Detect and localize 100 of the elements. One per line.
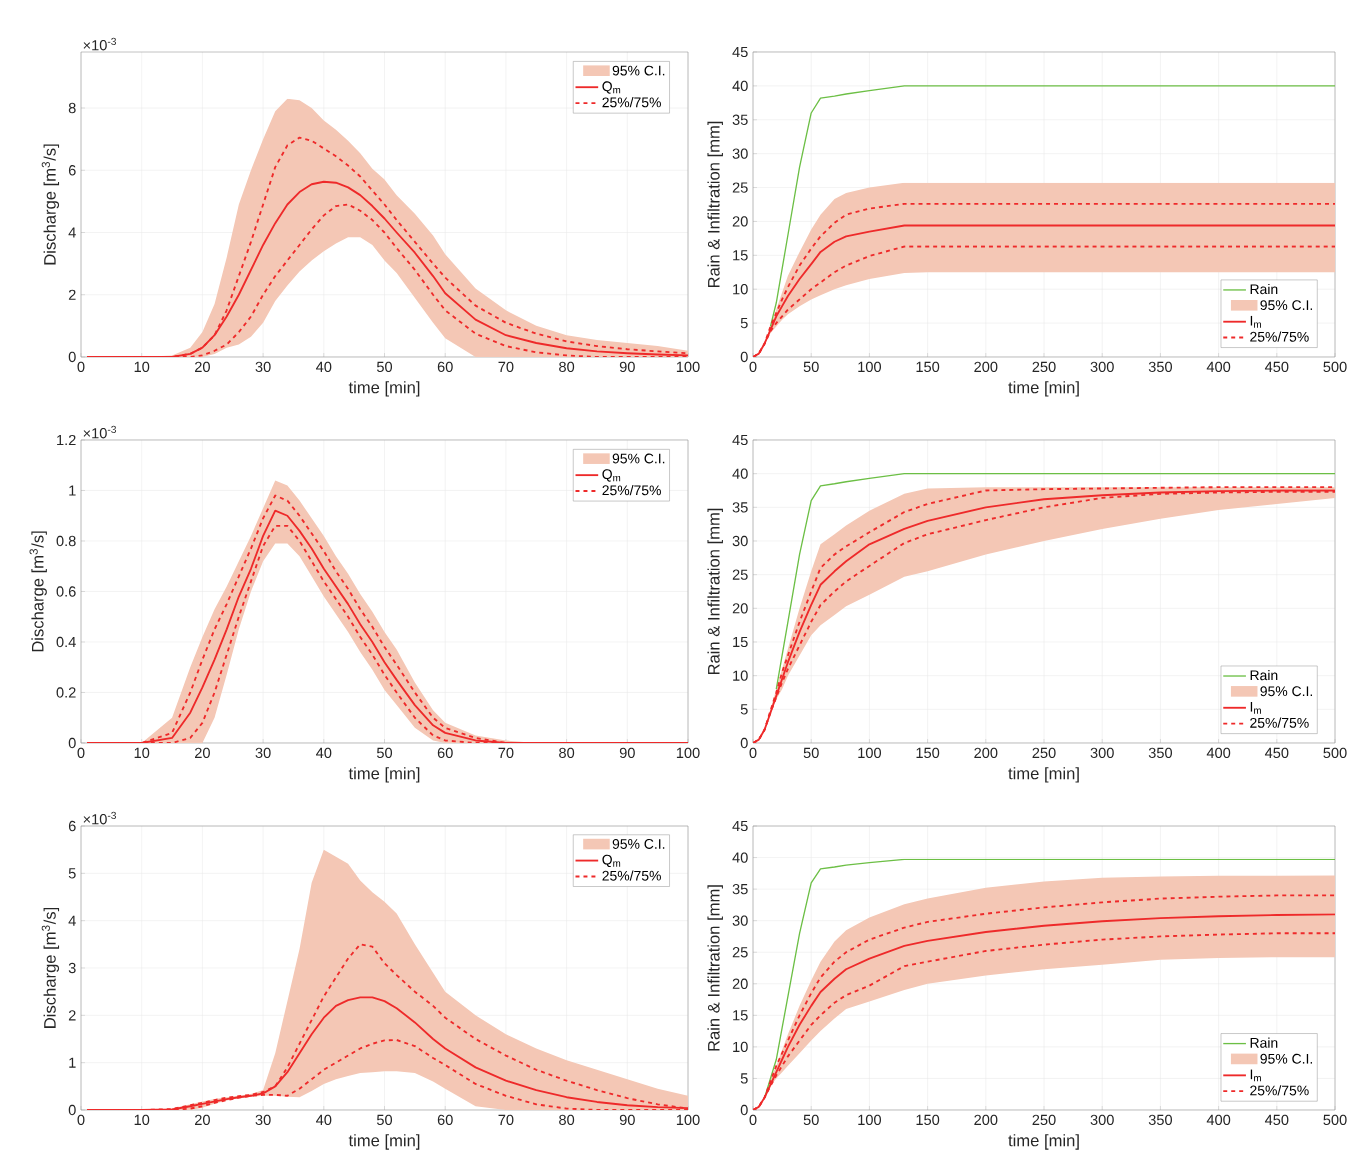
x-tick-label: 0 (749, 1114, 757, 1126)
y-tick-label: 4 (68, 227, 76, 238)
y-axis-title: Rain & Infiltration [mm] (707, 121, 723, 288)
y-tick-label: 6 (68, 820, 76, 832)
x-tick-label: 350 (1148, 747, 1173, 759)
y-tick-label: 40 (732, 852, 748, 863)
x-tick-label: 0 (77, 361, 85, 373)
x-tick-label: 50 (376, 1114, 393, 1126)
x-tick-label: 60 (437, 361, 453, 373)
y-tick-label: 1 (69, 485, 76, 496)
x-axis-title: time [min] (1008, 767, 1079, 783)
y-tick-label: 2 (68, 1010, 76, 1021)
x-tick-label: 350 (1148, 361, 1173, 373)
x-tick-label: 50 (803, 1114, 819, 1126)
legend-label: 25%/75% (1250, 331, 1309, 342)
x-tick-label: 200 (974, 361, 998, 373)
legend-label: Q$_{m}$ (602, 469, 621, 482)
x-tick-label: 70 (498, 361, 514, 373)
x-tick-label: 20 (195, 361, 210, 373)
y-tick-label: 0 (740, 351, 748, 363)
legend-label: 25%/75% (602, 97, 661, 108)
x-axis-title: time [min] (348, 1134, 420, 1150)
y-tick-label: 20 (732, 978, 748, 989)
y-tick-label: 1 (69, 1057, 76, 1068)
x-tick-label: 500 (1323, 1114, 1347, 1126)
x-tick-label: 250 (1032, 747, 1056, 759)
y-tick-label: 0.6 (56, 586, 76, 597)
x-tick-label: 50 (803, 361, 819, 373)
y-tick-label: 45 (732, 46, 748, 58)
y-tick-label: 25 (732, 947, 748, 958)
y-tick-label: 35 (732, 883, 748, 895)
y-tick-label: 40 (732, 468, 748, 479)
y-tick-label: 10 (733, 1041, 748, 1053)
x-tick-label: 100 (858, 1114, 882, 1126)
x-tick-label: 400 (1206, 361, 1231, 373)
x-tick-label: 450 (1264, 361, 1289, 373)
x-tick-label: 250 (1032, 1114, 1056, 1126)
text: ×10$^{-3}$ (83, 37, 117, 51)
y-tick-label: 0.4 (56, 636, 76, 648)
x-tick-label: 20 (195, 747, 210, 759)
y-tick-label: 15 (733, 250, 748, 261)
x-tick-label: 100 (858, 361, 882, 373)
x-tick-label: 400 (1206, 747, 1231, 759)
annotation: 95% C.I. (612, 453, 665, 464)
x-axis-title: time [min] (348, 767, 420, 783)
annotation: 95% C.I. (612, 65, 665, 76)
y-tick-label: 35 (732, 114, 748, 125)
legend-label: 25%/75% (602, 484, 661, 496)
legend-label: Rain (1250, 1037, 1278, 1048)
y-tick-label: 10 (733, 284, 748, 295)
x-tick-label: 40 (316, 1114, 332, 1126)
x-tick-label: 300 (1090, 361, 1114, 373)
y-tick-label: 20 (732, 603, 748, 614)
annotation: 95% C.I. (1260, 1053, 1313, 1064)
x-tick-label: 60 (437, 747, 453, 759)
y-tick-label: 2 (68, 289, 76, 300)
annotation: 95% C.I. (1260, 300, 1313, 311)
x-tick-label: 150 (916, 361, 940, 373)
x-tick-label: 0 (77, 1114, 85, 1126)
y-tick-label: 0.2 (56, 687, 76, 698)
text: ×10$^{-3}$ (83, 811, 117, 825)
x-tick-label: 40 (316, 747, 332, 759)
x-axis-title: time [min] (1008, 1134, 1079, 1150)
x-tick-label: 450 (1264, 1114, 1289, 1126)
x-tick-label: 30 (255, 1114, 271, 1126)
y-tick-label: 10 (733, 670, 748, 681)
legend-label: 25%/75% (602, 870, 661, 881)
y-tick-label: 30 (732, 148, 748, 159)
x-tick-label: 100 (676, 361, 700, 373)
x-tick-label: 80 (559, 1114, 575, 1126)
x-tick-label: 70 (498, 747, 514, 759)
y-tick-label: 30 (732, 915, 748, 926)
x-tick-label: 10 (134, 747, 150, 759)
x-tick-label: 100 (858, 747, 882, 759)
x-tick-label: 250 (1032, 361, 1056, 373)
y-axis-title: Discharge [m$^{3}$/s] (29, 531, 47, 652)
y-tick-label: 15 (733, 1010, 748, 1021)
y-tick-label: 0 (68, 737, 76, 749)
x-tick-label: 300 (1090, 747, 1114, 759)
x-tick-label: 100 (676, 1114, 700, 1126)
y-tick-label: 20 (732, 216, 748, 227)
y-tick-label: 5 (68, 868, 76, 879)
text: ×10$^{-3}$ (83, 425, 117, 439)
annotation: 95% C.I. (1260, 686, 1313, 697)
x-tick-label: 350 (1148, 1114, 1173, 1126)
y-axis-title: Rain & Infiltration [mm] (707, 508, 723, 675)
x-tick-label: 150 (916, 747, 940, 759)
x-tick-label: 0 (77, 747, 85, 759)
y-tick-label: 25 (732, 182, 748, 193)
legend-label: Q$_{m}$ (602, 81, 621, 94)
x-tick-label: 90 (619, 1114, 635, 1126)
annotation: 95% C.I. (612, 839, 665, 849)
x-tick-label: 500 (1323, 747, 1347, 759)
y-tick-label: 0 (740, 737, 748, 749)
y-tick-label: 45 (732, 434, 748, 446)
x-tick-label: 80 (559, 747, 575, 759)
x-tick-label: 400 (1206, 1114, 1231, 1126)
x-tick-label: 90 (619, 361, 635, 373)
legend-label: 25%/75% (1250, 1085, 1309, 1096)
y-axis-title: Rain & Infiltration [mm] (707, 885, 723, 1051)
